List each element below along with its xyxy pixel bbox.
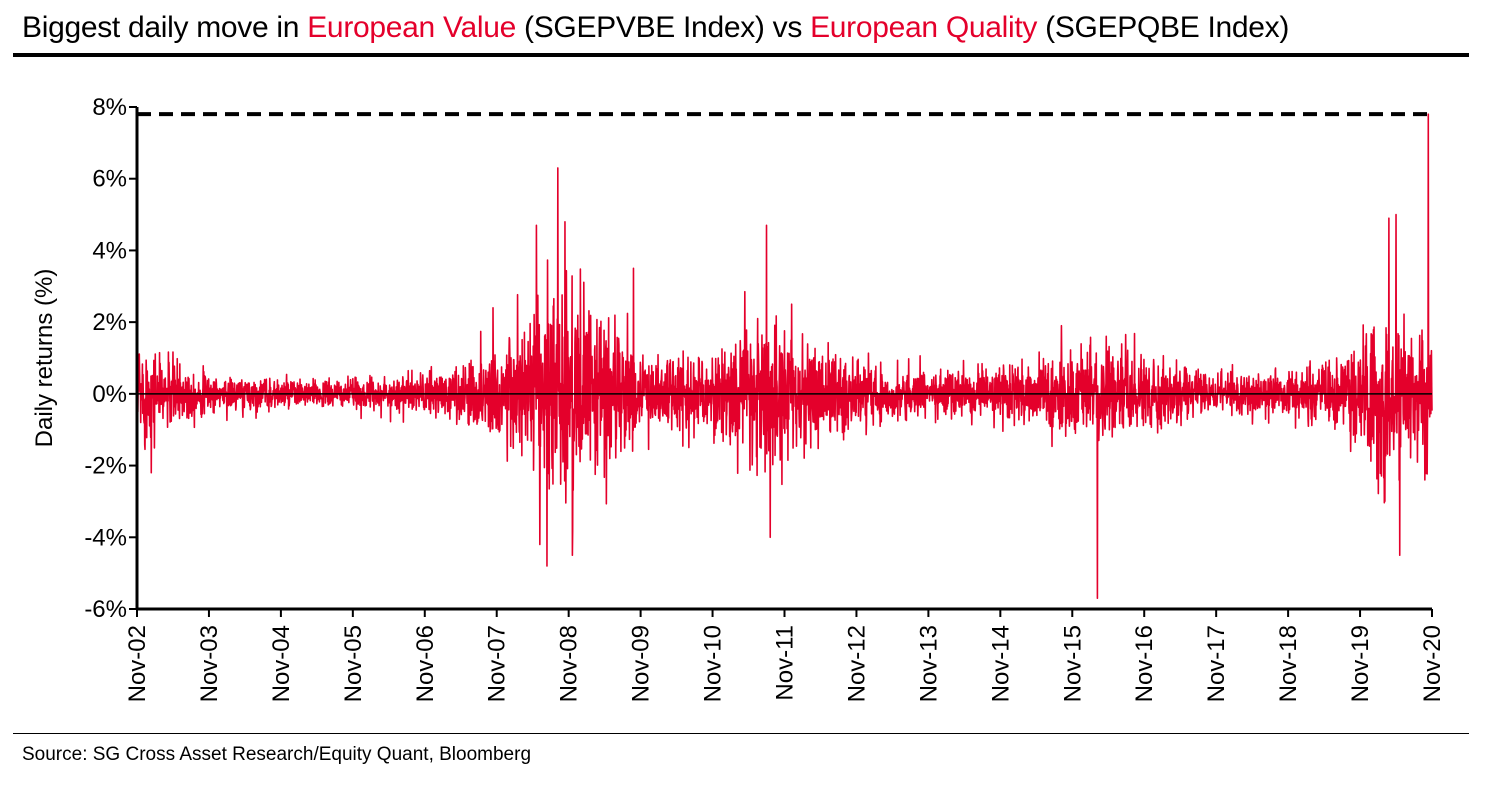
x-tick-label: Nov-20: [1419, 625, 1446, 702]
daily-returns-series-line: [136, 113, 1433, 600]
x-tick-label: Nov-15: [1059, 625, 1086, 702]
x-tick-label: Nov-06: [412, 625, 439, 702]
footer-divider: [13, 733, 1469, 734]
x-tick-label: Nov-13: [915, 625, 942, 702]
x-tick-label: Nov-11: [772, 625, 799, 701]
title-part-1: Biggest daily move in: [22, 11, 308, 44]
title-divider: [13, 53, 1469, 57]
x-tick-label: Nov-14: [987, 625, 1014, 702]
y-tick-label: -4%: [84, 524, 127, 551]
y-tick-label: 0%: [92, 381, 127, 408]
y-tick-label: 4%: [92, 237, 127, 264]
y-tick-label: 8%: [92, 94, 127, 121]
x-tick-label: Nov-04: [268, 625, 295, 702]
y-tick-label: -6%: [84, 596, 127, 623]
x-tick-label: Nov-02: [124, 625, 151, 702]
y-tick-label: 6%: [92, 166, 127, 193]
x-tick-label: Nov-09: [628, 625, 655, 702]
title-part-3: (SGEPQBE Index): [1037, 11, 1290, 44]
x-tick-label: Nov-12: [843, 625, 870, 702]
y-tick-label: -2%: [84, 453, 127, 480]
x-tick-label: Nov-05: [340, 625, 367, 702]
title-european-value: European Value: [307, 11, 516, 44]
title-part-2: (SGEPVBE Index) vs: [515, 11, 811, 44]
chart-title: Biggest daily move in European Value (SG…: [22, 8, 1289, 48]
source-note: Source: SG Cross Asset Research/Equity Q…: [22, 744, 532, 765]
x-tick-label: Nov-08: [556, 625, 583, 702]
x-tick-label: Nov-10: [700, 625, 727, 702]
x-tick-label: Nov-07: [484, 625, 511, 702]
x-tick-label: Nov-19: [1347, 625, 1374, 702]
x-tick-label: Nov-18: [1275, 625, 1302, 702]
title-european-quality: European Quality: [810, 11, 1038, 44]
y-tick-label: 2%: [92, 309, 127, 336]
y-axis-title: Daily returns (%): [31, 269, 58, 448]
x-tick-label: Nov-16: [1131, 625, 1158, 702]
x-tick-label: Nov-17: [1203, 625, 1230, 702]
x-tick-label: Nov-03: [196, 625, 223, 702]
